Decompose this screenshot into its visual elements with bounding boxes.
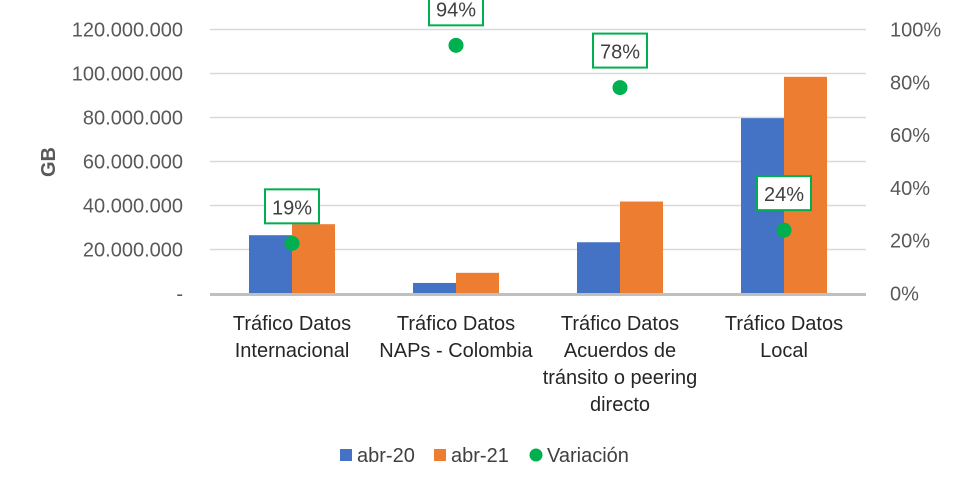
data-label-box bbox=[592, 32, 648, 69]
bar-abr-20 bbox=[413, 282, 456, 294]
bar-abr-21 bbox=[292, 224, 335, 294]
x-tick-label: Tráfico Datos bbox=[725, 313, 843, 335]
y-tick-label: 40.000.000 bbox=[83, 196, 183, 218]
legend-label: abr-20 bbox=[357, 445, 415, 467]
data-label: 19% bbox=[272, 197, 312, 219]
data-label: 24% bbox=[764, 184, 804, 206]
variation-point bbox=[776, 222, 792, 238]
data-label: 94% bbox=[436, 0, 476, 21]
data-label-box bbox=[264, 188, 320, 225]
y2-tick-label: 40% bbox=[890, 178, 930, 200]
y-tick-label: 60.000.000 bbox=[83, 152, 183, 174]
x-tick-label: tránsito o peering bbox=[543, 367, 698, 389]
y-tick-label: 120.000.000 bbox=[72, 20, 183, 42]
bar-abr-20 bbox=[577, 242, 620, 294]
data-label-box bbox=[756, 175, 812, 212]
variation-point bbox=[612, 80, 628, 96]
legend-label: abr-21 bbox=[451, 445, 509, 467]
x-tick-label: Tráfico Datos bbox=[397, 313, 515, 335]
y-tick-label: - bbox=[176, 284, 183, 306]
variation-point bbox=[284, 235, 300, 251]
variation-point bbox=[448, 37, 464, 53]
legend-label: Variación bbox=[547, 445, 629, 467]
bar-abr-21 bbox=[620, 201, 663, 294]
bar-abr-21 bbox=[456, 272, 499, 294]
y2-tick-label: 80% bbox=[890, 72, 930, 94]
data-label: 78% bbox=[600, 42, 640, 64]
legend-swatch-abr-20 bbox=[340, 449, 352, 461]
legend-marker-Variación bbox=[529, 448, 543, 462]
x-tick-label: Tráfico Datos bbox=[561, 313, 679, 335]
x-tick-label: Tráfico Datos bbox=[233, 313, 351, 335]
y-tick-label: 20.000.000 bbox=[83, 240, 183, 262]
x-tick-label: Local bbox=[760, 340, 808, 362]
x-tick-label: Internacional bbox=[235, 340, 350, 362]
y2-tick-label: 60% bbox=[890, 125, 930, 147]
x-tick-label: directo bbox=[590, 394, 650, 416]
y2-tick-label: 20% bbox=[890, 231, 930, 253]
x-tick-label: Acuerdos de bbox=[564, 340, 676, 362]
y2-tick-label: 100% bbox=[890, 20, 941, 42]
x-tick-label: NAPs - Colombia bbox=[379, 340, 533, 362]
data-label-box bbox=[428, 0, 484, 27]
y-tick-label: 100.000.000 bbox=[72, 64, 183, 86]
y-axis-label: GB bbox=[38, 147, 60, 177]
legend-swatch-abr-21 bbox=[434, 449, 446, 461]
y-tick-label: 80.000.000 bbox=[83, 108, 183, 130]
y2-tick-label: 0% bbox=[890, 284, 919, 306]
